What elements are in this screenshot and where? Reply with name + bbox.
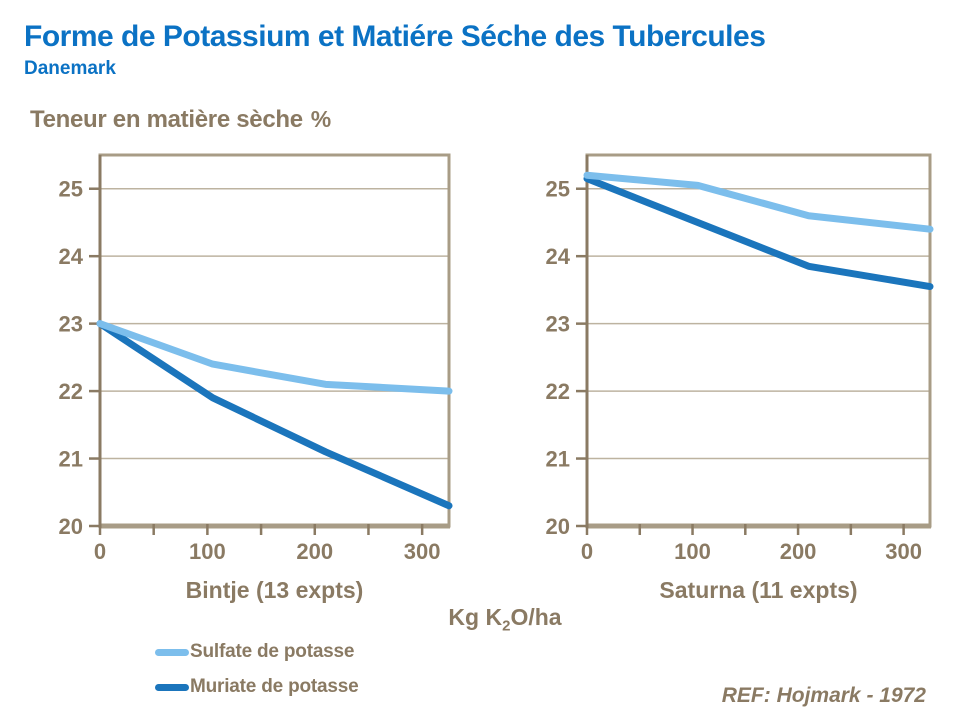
muriate-line-swatch bbox=[155, 683, 189, 691]
y-tick-label-24: 24 bbox=[546, 244, 571, 269]
x-tick-label-300: 300 bbox=[404, 539, 441, 564]
y-axis-title-percent: % bbox=[310, 106, 331, 132]
saturna-caption: Saturna (11 expts) bbox=[659, 577, 858, 603]
legend: Sulfate de potasse Muriate de potasse bbox=[155, 641, 359, 711]
y-tick-label-22: 22 bbox=[59, 379, 83, 404]
x-axis-unit-label: Kg K2O/ha bbox=[420, 604, 590, 635]
x-tick-label-200: 200 bbox=[296, 539, 333, 564]
sulfate-line-swatch bbox=[155, 648, 189, 656]
reference-text: REF: Hojmark - 1972 bbox=[721, 684, 926, 707]
y-tick-label-24: 24 bbox=[59, 244, 84, 269]
bintje-chart: 20 21 22 23 24 25 0 100 200 300 bbox=[59, 153, 453, 564]
y-axis-title: Teneur en matière sèche% bbox=[30, 106, 331, 134]
bintje-caption: Bintje (13 expts) bbox=[185, 577, 364, 603]
saturna-chart: 20 21 22 23 24 25 0 100 200 300 bbox=[546, 153, 934, 564]
y-tick-label-20: 20 bbox=[59, 514, 83, 539]
x-tick-label-300: 300 bbox=[885, 539, 922, 564]
series-line-sulfate-de-potasse bbox=[583, 171, 934, 233]
y-tick-label-25: 25 bbox=[546, 177, 570, 202]
y-tick-label-22: 22 bbox=[546, 379, 570, 404]
x-axis-unit-sub: 2 bbox=[502, 617, 511, 635]
x-axis-unit-pre: Kg K bbox=[448, 604, 503, 630]
legend-label-muriate: Muriate de potasse bbox=[190, 676, 359, 697]
legend-item-sulfate: Sulfate de potasse bbox=[155, 641, 359, 663]
x-tick-label-100: 100 bbox=[674, 539, 711, 564]
series-line-muriate-de-potasse bbox=[96, 320, 453, 510]
plot-border bbox=[585, 153, 932, 528]
y-tick-label-21: 21 bbox=[59, 447, 83, 472]
page-subtitle: Danemark bbox=[24, 58, 116, 79]
y-axis-title-text: Teneur en matière sèche bbox=[30, 106, 303, 133]
y-tick-label-21: 21 bbox=[546, 447, 570, 472]
legend-label-sulfate: Sulfate de potasse bbox=[190, 641, 355, 662]
series-line-sulfate-de-potasse bbox=[96, 320, 453, 395]
y-tick-label-23: 23 bbox=[59, 312, 83, 337]
y-tick-label-25: 25 bbox=[59, 177, 83, 202]
x-axis-unit-post: O/ha bbox=[510, 604, 562, 630]
x-tick-label-100: 100 bbox=[189, 539, 226, 564]
x-tick-label-0: 0 bbox=[94, 539, 106, 564]
y-tick-label-20: 20 bbox=[546, 514, 570, 539]
y-tick-label-23: 23 bbox=[546, 312, 570, 337]
series-line-muriate-de-potasse bbox=[583, 175, 934, 291]
x-tick-label-200: 200 bbox=[780, 539, 817, 564]
x-tick-label-0: 0 bbox=[581, 539, 593, 564]
legend-item-muriate: Muriate de potasse bbox=[155, 676, 359, 698]
page-title: Forme de Potassium et Matiére Séche des … bbox=[24, 20, 766, 53]
